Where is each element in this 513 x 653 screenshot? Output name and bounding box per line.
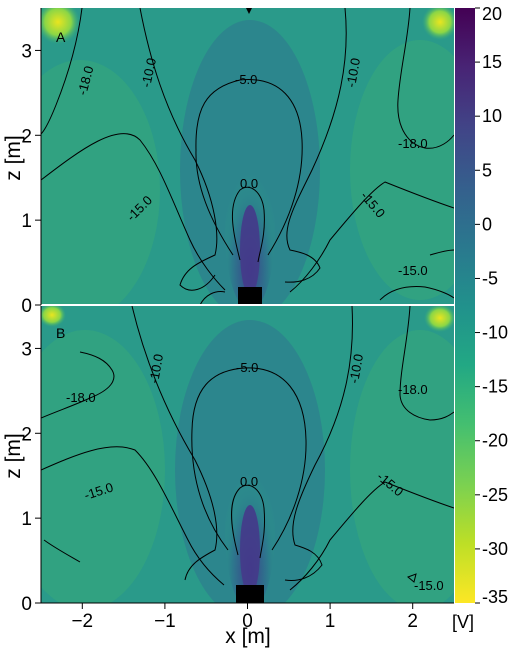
y-tick-label: 2 — [21, 126, 32, 147]
y-axis-label-b: z [m] — [2, 433, 25, 479]
panel-b-corner-tl — [41, 306, 66, 327]
y-tick-label: 1 — [21, 211, 32, 232]
colorbar-tick-label: 20 — [482, 4, 502, 24]
colorbar-tick-label: -35 — [482, 587, 508, 607]
panel-b-contour-label: 0.0 — [240, 474, 258, 489]
colorbar-tick-label: 0 — [482, 214, 492, 234]
panel-b-corner-tr — [424, 306, 454, 332]
panel-a-corner-tl — [41, 8, 80, 44]
panel-b-contour-minus5 — [191, 367, 307, 551]
panel-a-corner-tr — [422, 8, 454, 40]
panel-a-contour-minus18-right — [397, 8, 454, 149]
x-tick-label: 2 — [407, 611, 418, 632]
y-tick-label: 1 — [21, 509, 32, 530]
colorbar-tick-label: -20 — [482, 431, 508, 451]
panel-a-contour-bottom-left — [199, 291, 226, 305]
colorbar-tick-label: -15 — [482, 377, 508, 397]
y-tick-label: 0 — [21, 594, 32, 615]
y-axis-label-a: z [m] — [2, 135, 25, 181]
x-tick-label: −2 — [71, 611, 93, 632]
panel-a-right-field — [350, 40, 454, 300]
panel-a-contour-bottom-right-small — [429, 249, 454, 256]
panel-divider — [41, 304, 454, 307]
panel-a-electrode — [238, 287, 262, 305]
panel-b-contour-small-loop — [407, 573, 417, 583]
panel-b-contour-label: -10.0 — [146, 353, 166, 385]
colorbar-tick-label: -30 — [482, 539, 508, 559]
colorbar — [455, 8, 475, 603]
panel-b-contour-label: -18.0 — [398, 382, 428, 397]
panel-a-contour-label: -18.0 — [74, 64, 96, 97]
panel-b-contour-label: -15.0 — [414, 578, 444, 593]
colorbar-tick-label: 15 — [482, 52, 502, 72]
panel-a-contour-label: -10.0 — [138, 57, 159, 89]
panel-b-contour-zero — [231, 484, 265, 559]
panel-a: A -5.0 0.0 -10.0 -10.0 -18.0 -18.0 -15.0… — [41, 8, 454, 305]
panel-b-contour-lower-left — [43, 539, 81, 563]
colorbar-ticks: 20 15 10 5 0 -5 -10 -15 -20 -25 -30 -35 — [475, 4, 508, 607]
y-ticks-panel-b: 0 1 2 3 — [21, 339, 41, 615]
panel-b-contour-label: -18.0 — [66, 390, 96, 405]
colorbar-tick-label: 5 — [482, 160, 492, 180]
panel-b-contour-minus15-right — [289, 481, 454, 591]
panel-b-contour-label: -10.0 — [346, 353, 366, 385]
colorbar-tick-label: -25 — [482, 485, 508, 505]
panel-a-electrode-top — [246, 8, 252, 14]
y-tick-label: 2 — [21, 424, 32, 445]
panel-b-left-field — [41, 330, 165, 603]
panel-b-contour-minus18-right — [399, 306, 454, 421]
panel-a-contour-label: -10.0 — [343, 57, 363, 89]
colorbar-unit: [V] — [452, 612, 474, 632]
panel-a-contour-minus10-right — [284, 8, 347, 283]
panel-b-right-field — [350, 330, 454, 603]
y-tick-label: 3 — [21, 41, 32, 62]
panel-a-contour-minus5 — [195, 79, 303, 256]
panel-a-contour-label: 0.0 — [240, 176, 258, 191]
panel-a-contour-zero — [231, 186, 265, 263]
panel-b: B -5.0 0.0 -10.0 -10.0 -18.0 -18.0 -15.0… — [41, 306, 454, 603]
panel-a-contour-label: -18.0 — [398, 136, 428, 151]
x-tick-label: 0 — [242, 611, 253, 632]
x-tick-label: 1 — [325, 611, 336, 632]
panel-b-contour-minus15-left — [41, 446, 225, 586]
panel-b-contour-minus10-left — [131, 306, 218, 581]
panel-b-contour-minus10-right — [284, 306, 353, 581]
panel-a-contour-minus10-left — [139, 8, 218, 291]
panel-b-electrode — [236, 585, 264, 603]
y-ticks-panel-a: 0 1 2 3 — [21, 41, 41, 317]
y-tick-label: 0 — [21, 296, 32, 317]
panel-a-plume-center — [240, 205, 260, 295]
panel-b-contour-label: -5.0 — [236, 360, 258, 375]
colorbar-tick-label: 10 — [482, 106, 502, 126]
x-ticks: −2 −1 0 1 2 — [71, 603, 418, 632]
x-axis-label: x [m] — [225, 625, 271, 648]
colorbar-tick-label: -10 — [482, 323, 508, 343]
panel-a-contour-bottom-right — [379, 286, 454, 301]
panel-b-contour-minus18-left — [41, 351, 115, 419]
x-tick-label: −1 — [154, 611, 176, 632]
panel-b-plume-center — [240, 505, 260, 595]
colorbar-tick-label: -5 — [482, 268, 498, 288]
panel-a-contour-minus15-left — [41, 133, 226, 291]
panel-a-contour-minus18-left — [41, 8, 83, 135]
panel-a-contour-label: -5.0 — [235, 72, 257, 87]
panel-a-left-field — [41, 60, 160, 305]
y-tick-label: 3 — [21, 339, 32, 360]
panel-b-label: B — [56, 325, 65, 341]
panel-a-contour-label: -15.0 — [398, 263, 428, 278]
panel-a-label: A — [56, 29, 66, 45]
panel-a-contour-minus15-right — [289, 181, 454, 293]
